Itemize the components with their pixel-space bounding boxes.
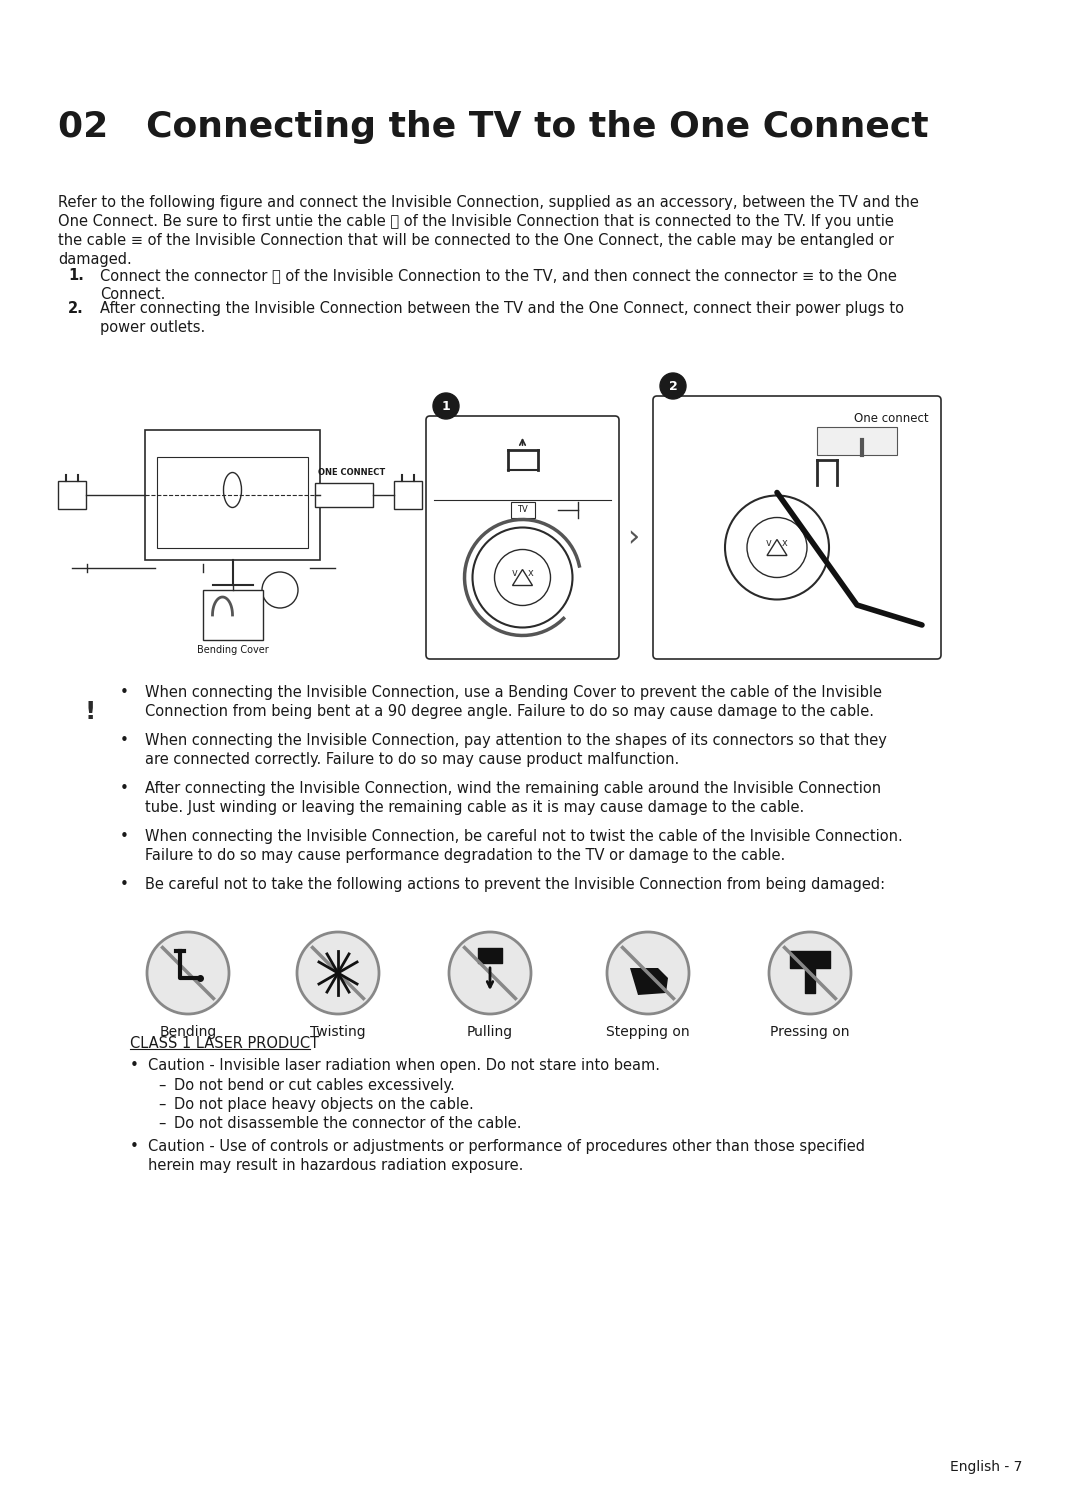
Ellipse shape	[297, 932, 379, 1014]
Bar	[816, 427, 897, 456]
Text: 02   Connecting the TV to the One Connect: 02 Connecting the TV to the One Connect	[58, 111, 929, 143]
Ellipse shape	[449, 932, 531, 1014]
Circle shape	[495, 550, 551, 605]
Text: Connection from being bent at a 90 degree angle. Failure to do so may cause dama: Connection from being bent at a 90 degre…	[145, 704, 874, 719]
Text: •: •	[120, 829, 129, 844]
Text: Pulling: Pulling	[467, 1025, 513, 1038]
Text: Be careful not to take the following actions to prevent the Invisible Connection: Be careful not to take the following act…	[145, 877, 886, 892]
Text: ONE CONNECT: ONE CONNECT	[318, 468, 386, 477]
Text: When connecting the Invisible Connection, pay attention to the shapes of its con: When connecting the Invisible Connection…	[145, 734, 887, 748]
Text: power outlets.: power outlets.	[100, 320, 205, 335]
Ellipse shape	[473, 527, 572, 627]
Text: CLASS 1 LASER PRODUCT: CLASS 1 LASER PRODUCT	[130, 1035, 319, 1050]
Text: Refer to the following figure and connect the Invisible Connection, supplied as : Refer to the following figure and connec…	[58, 196, 919, 211]
Text: English - 7: English - 7	[949, 1460, 1022, 1475]
Text: !: !	[84, 701, 96, 725]
Text: ›: ›	[626, 523, 639, 551]
Text: Failure to do so may cause performance degradation to the TV or damage to the ca: Failure to do so may cause performance d…	[145, 849, 785, 864]
Text: Do not place heavy objects on the cable.: Do not place heavy objects on the cable.	[174, 1097, 474, 1112]
FancyBboxPatch shape	[426, 415, 619, 659]
Text: Do not disassemble the connector of the cable.: Do not disassemble the connector of the …	[174, 1116, 522, 1131]
Bar	[315, 483, 373, 506]
Ellipse shape	[224, 472, 242, 508]
Text: x: x	[528, 569, 534, 578]
Text: 1.: 1.	[68, 267, 84, 282]
Ellipse shape	[725, 496, 829, 599]
Text: One Connect. Be sure to first untie the cable ⓣ of the Invisible Connection that: One Connect. Be sure to first untie the …	[58, 214, 894, 229]
Text: Pressing on: Pressing on	[770, 1025, 850, 1038]
Text: Caution - Use of controls or adjustments or performance of procedures other than: Caution - Use of controls or adjustments…	[148, 1138, 865, 1153]
Text: Do not bend or cut cables excessively.: Do not bend or cut cables excessively.	[174, 1079, 455, 1094]
Text: 2: 2	[669, 379, 677, 393]
Ellipse shape	[147, 932, 229, 1014]
Text: Connect.: Connect.	[100, 287, 165, 302]
Text: •: •	[120, 877, 129, 892]
Text: Stepping on: Stepping on	[606, 1025, 690, 1038]
Polygon shape	[513, 569, 532, 586]
Text: tube. Just winding or leaving the remaining cable as it is may cause damage to t: tube. Just winding or leaving the remain…	[145, 799, 805, 816]
Text: v: v	[766, 538, 772, 548]
Text: •: •	[120, 781, 129, 796]
Ellipse shape	[769, 932, 851, 1014]
Text: When connecting the Invisible Connection, use a Bending Cover to prevent the cab: When connecting the Invisible Connection…	[145, 686, 882, 701]
Text: •: •	[120, 686, 129, 701]
Bar	[58, 481, 86, 509]
Text: herein may result in hazardous radiation exposure.: herein may result in hazardous radiation…	[148, 1158, 524, 1173]
Circle shape	[262, 572, 298, 608]
Polygon shape	[767, 539, 787, 556]
Ellipse shape	[607, 932, 689, 1014]
Text: TV: TV	[517, 505, 528, 514]
Text: Bending Cover: Bending Cover	[197, 645, 268, 654]
Text: –: –	[158, 1116, 165, 1131]
Text: •: •	[130, 1138, 139, 1153]
Text: When connecting the Invisible Connection, be careful not to twist the cable of t: When connecting the Invisible Connection…	[145, 829, 903, 844]
Text: •: •	[130, 1058, 139, 1073]
Bar	[157, 457, 308, 548]
Circle shape	[660, 374, 686, 399]
Text: One connect: One connect	[854, 412, 929, 424]
Text: Twisting: Twisting	[310, 1025, 366, 1038]
Circle shape	[747, 517, 807, 578]
Text: –: –	[158, 1079, 165, 1094]
Circle shape	[433, 393, 459, 418]
Text: damaged.: damaged.	[58, 252, 132, 267]
Text: After connecting the Invisible Connection, wind the remaining cable around the I: After connecting the Invisible Connectio…	[145, 781, 881, 796]
FancyBboxPatch shape	[653, 396, 941, 659]
Text: are connected correctly. Failure to do so may cause product malfunction.: are connected correctly. Failure to do s…	[145, 751, 679, 766]
Bar	[145, 430, 320, 560]
Bar	[203, 590, 262, 639]
Text: v: v	[512, 569, 517, 578]
Text: x: x	[782, 538, 788, 548]
Text: Bending: Bending	[160, 1025, 217, 1038]
Text: the cable ≡ of the Invisible Connection that will be connected to the One Connec: the cable ≡ of the Invisible Connection …	[58, 233, 894, 248]
Text: 1: 1	[442, 399, 450, 412]
Text: –: –	[158, 1097, 165, 1112]
Text: After connecting the Invisible Connection between the TV and the One Connect, co: After connecting the Invisible Connectio…	[100, 300, 904, 317]
Text: •: •	[120, 734, 129, 748]
Text: Connect the connector ⓣ of the Invisible Connection to the TV, and then connect : Connect the connector ⓣ of the Invisible…	[100, 267, 896, 282]
Bar	[511, 502, 535, 518]
Text: 2.: 2.	[68, 300, 84, 317]
Bar	[394, 481, 422, 509]
Text: Caution - Invisible laser radiation when open. Do not stare into beam.: Caution - Invisible laser radiation when…	[148, 1058, 660, 1073]
Polygon shape	[630, 968, 669, 995]
